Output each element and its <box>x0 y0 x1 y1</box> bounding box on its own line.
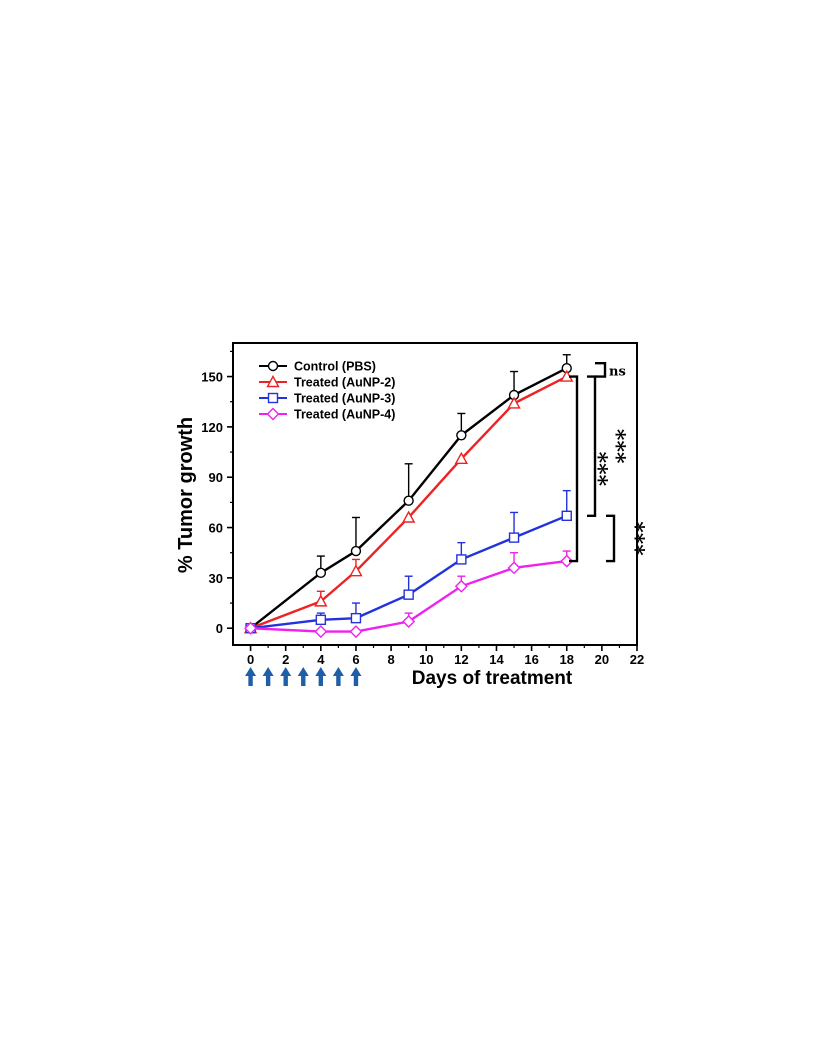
significance-bracket <box>569 375 579 563</box>
series-treated-aunp-4 <box>244 550 574 639</box>
x-tick-label: 2 <box>282 652 289 667</box>
legend: Control (PBS) Treated (AuNP-2) Treated (Au… <box>259 360 395 422</box>
plot-border <box>232 342 638 646</box>
data-point-diamond <box>349 625 363 639</box>
significance-label: *** <box>603 429 629 464</box>
arrow-head <box>350 667 362 676</box>
legend-label: Treated (AuNP-4) <box>294 408 395 422</box>
data-point-circle <box>456 430 467 441</box>
significance-bracket <box>595 361 607 378</box>
arrow-head <box>315 667 327 676</box>
x-tick-label: 22 <box>630 652 644 667</box>
axis-ticks: 0 30 60 90 120 150 0 2 4 6 8 10 12 14 16 18 20 22 <box>201 350 644 667</box>
data-point-triangle <box>349 564 363 577</box>
arrow-head <box>332 667 344 676</box>
x-tick-label: 10 <box>419 652 433 667</box>
arrow-shaft <box>318 674 324 686</box>
data-point-circle <box>350 545 362 557</box>
data-point-square <box>403 589 414 600</box>
y-tick-label: 90 <box>209 470 223 485</box>
significance-bracket <box>606 514 616 563</box>
legend-label: Control (PBS) <box>294 360 376 374</box>
x-tick-label: 4 <box>317 652 325 667</box>
data-point-square <box>350 612 362 624</box>
significance-label: ns <box>609 364 626 379</box>
data-point-diamond <box>266 407 280 421</box>
y-tick-label: 30 <box>209 571 223 586</box>
arrow-shaft <box>248 674 253 686</box>
arrow-head <box>262 667 274 676</box>
data-point-diamond <box>402 615 416 629</box>
x-tick-label: 18 <box>560 652 574 667</box>
dosing-arrow-icon <box>350 667 362 686</box>
data-point-triangle <box>266 375 280 388</box>
y-tick-label: 0 <box>216 621 223 636</box>
significance-label: *** <box>585 452 611 487</box>
x-tick-label: 16 <box>524 652 538 667</box>
legend-label: Treated (AuNP-2) <box>294 376 395 390</box>
arrow-shaft <box>283 674 288 686</box>
x-tick-label: 12 <box>454 652 468 667</box>
significance-label: *** <box>622 521 648 556</box>
data-point-triangle <box>314 594 328 607</box>
data-point-diamond <box>314 625 328 639</box>
data-point-circle <box>315 567 327 579</box>
arrow-shaft <box>265 674 271 686</box>
data-point-square <box>508 532 520 543</box>
significance-brackets: ns********* <box>569 361 648 563</box>
legend-label: Treated (AuNP-3) <box>294 392 395 406</box>
x-tick-label: 20 <box>595 652 609 667</box>
data-point-diamond <box>454 579 468 593</box>
x-tick-label: 8 <box>387 652 394 667</box>
series-layer <box>243 354 574 639</box>
arrow-head <box>280 667 292 676</box>
data-point-triangle <box>507 396 521 409</box>
dosing-arrow-icon <box>332 667 344 686</box>
arrow-shaft <box>353 674 359 686</box>
y-axis-label: % Tumor growth <box>175 417 197 573</box>
dosing-arrow-icon <box>280 667 292 686</box>
data-point-triangle <box>401 510 416 523</box>
dosing-arrow-icon <box>297 667 309 686</box>
dosing-arrow-icon <box>245 667 257 686</box>
data-point-circle <box>267 360 279 372</box>
y-tick-label: 150 <box>201 370 223 385</box>
dosing-arrows <box>245 667 362 686</box>
data-point-diamond <box>244 621 258 635</box>
data-point-diamond <box>560 554 574 568</box>
x-tick-label: 0 <box>247 652 254 667</box>
x-tick-label: 6 <box>352 652 359 667</box>
series-treated-aunp-3 <box>245 489 572 634</box>
dosing-arrow-icon <box>262 667 274 686</box>
x-axis-label: Days of treatment <box>412 668 573 689</box>
x-tick-label: 14 <box>489 652 504 667</box>
arrow-shaft <box>336 674 341 686</box>
data-point-triangle <box>454 451 469 464</box>
y-tick-label: 120 <box>201 420 223 435</box>
plot-frame <box>232 342 638 646</box>
data-point-square <box>561 510 572 522</box>
arrow-shaft <box>301 674 306 686</box>
data-point-square <box>267 392 279 404</box>
significance-bracket <box>587 375 597 518</box>
dosing-arrow-icon <box>315 667 327 686</box>
y-tick-label: 60 <box>209 521 223 536</box>
data-point-square <box>456 554 467 565</box>
arrow-head <box>297 667 309 676</box>
data-point-diamond <box>507 561 521 575</box>
arrow-head <box>245 667 257 676</box>
data-point-circle <box>403 495 414 506</box>
data-point-square <box>315 614 327 626</box>
